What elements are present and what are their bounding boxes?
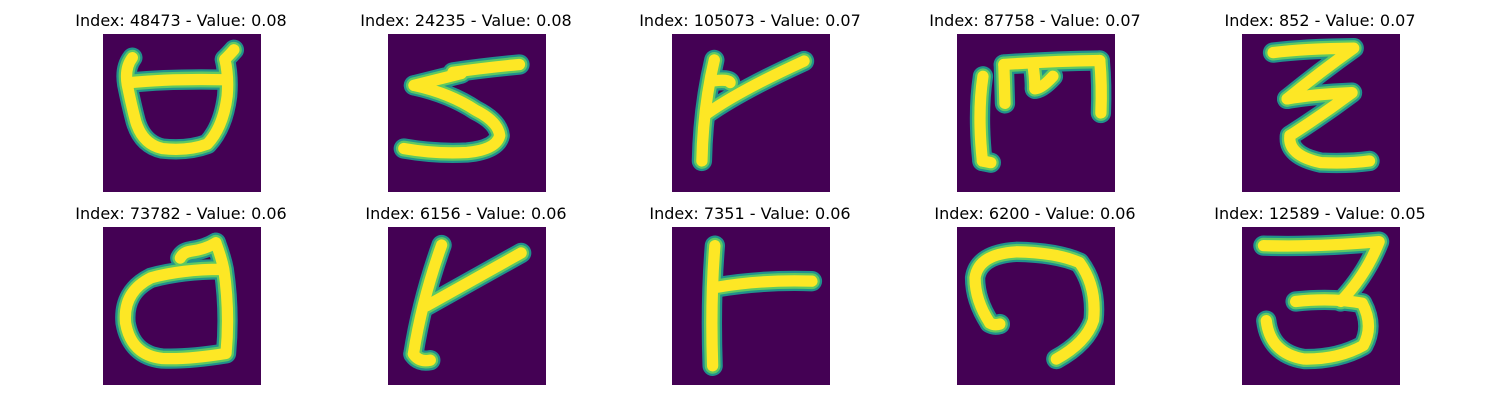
tile-title: Index: 6200 - Value: 0.06 <box>934 204 1136 223</box>
image-tile: Index: 6156 - Value: 0.06 <box>316 205 616 397</box>
tile-title: Index: 7351 - Value: 0.06 <box>649 204 851 223</box>
glyph-stroke-core <box>998 54 1106 71</box>
glyph-stroke-core <box>125 73 230 89</box>
digit-image <box>103 227 261 385</box>
glyph-stroke-core <box>420 247 527 312</box>
image-tile: Index: 24235 - Value: 0.08 <box>316 12 616 204</box>
glyph-stroke-core <box>701 55 810 120</box>
glyph-stroke-core <box>119 237 234 365</box>
glyph-stroke-core <box>976 155 997 169</box>
glyph-stroke-core <box>998 58 1011 110</box>
digit-image <box>672 34 830 192</box>
glyph-stroke-core <box>407 239 448 360</box>
tile-title: Index: 87758 - Value: 0.07 <box>929 11 1141 30</box>
image-background <box>672 227 830 385</box>
digit-image <box>1242 34 1400 192</box>
glyph-stroke-core <box>1284 129 1376 169</box>
glyph-stroke-core <box>219 44 240 66</box>
image-tile: Index: 105073 - Value: 0.07 <box>600 12 900 204</box>
glyph-stroke-core <box>984 317 1006 331</box>
digit-image <box>957 34 1115 192</box>
tile-title: Index: 48473 - Value: 0.08 <box>75 11 287 30</box>
glyph-stroke-core <box>1267 42 1360 105</box>
tile-title: Index: 6156 - Value: 0.06 <box>365 204 567 223</box>
glyph-stroke-core <box>708 74 736 89</box>
tile-title: Index: 12589 - Value: 0.05 <box>1214 204 1426 223</box>
image-tile: Index: 852 - Value: 0.07 <box>1170 12 1470 204</box>
digit-image <box>672 227 830 385</box>
digit-image <box>1242 227 1400 385</box>
tile-title: Index: 24235 - Value: 0.08 <box>360 11 572 30</box>
tile-title: Index: 852 - Value: 0.07 <box>1224 11 1416 30</box>
digit-image <box>388 227 546 385</box>
tile-title: Index: 105073 - Value: 0.07 <box>639 11 861 30</box>
digit-image <box>388 34 546 192</box>
glyph-stroke-core <box>974 70 989 167</box>
glyph-stroke-core <box>1029 70 1059 95</box>
glyph-stroke-core <box>407 348 436 367</box>
tile-title: Index: 73782 - Value: 0.06 <box>75 204 287 223</box>
glyph-stroke-core <box>1281 87 1358 142</box>
glyph-stroke-core <box>1257 236 1385 308</box>
glyph-stroke-core <box>1094 54 1107 119</box>
glyph-stroke-core <box>706 239 721 372</box>
image-tile: Index: 87758 - Value: 0.07 <box>885 12 1185 204</box>
glyph-stroke-core <box>398 79 506 159</box>
image-tile: Index: 12589 - Value: 0.05 <box>1170 205 1470 397</box>
glyph-stroke-core <box>969 246 1100 365</box>
image-tile: Index: 73782 - Value: 0.06 <box>31 205 331 397</box>
glyph-stroke-core <box>710 275 818 294</box>
image-tile: Index: 48473 - Value: 0.08 <box>31 12 331 204</box>
glyph-stroke-core <box>1260 294 1375 365</box>
glyph-stroke-core <box>174 237 222 264</box>
image-tile: Index: 7351 - Value: 0.06 <box>600 205 900 397</box>
digit-image <box>957 227 1115 385</box>
digit-image <box>103 34 261 192</box>
glyph-stroke-core <box>408 67 468 91</box>
image-tile: Index: 6200 - Value: 0.06 <box>885 205 1185 397</box>
